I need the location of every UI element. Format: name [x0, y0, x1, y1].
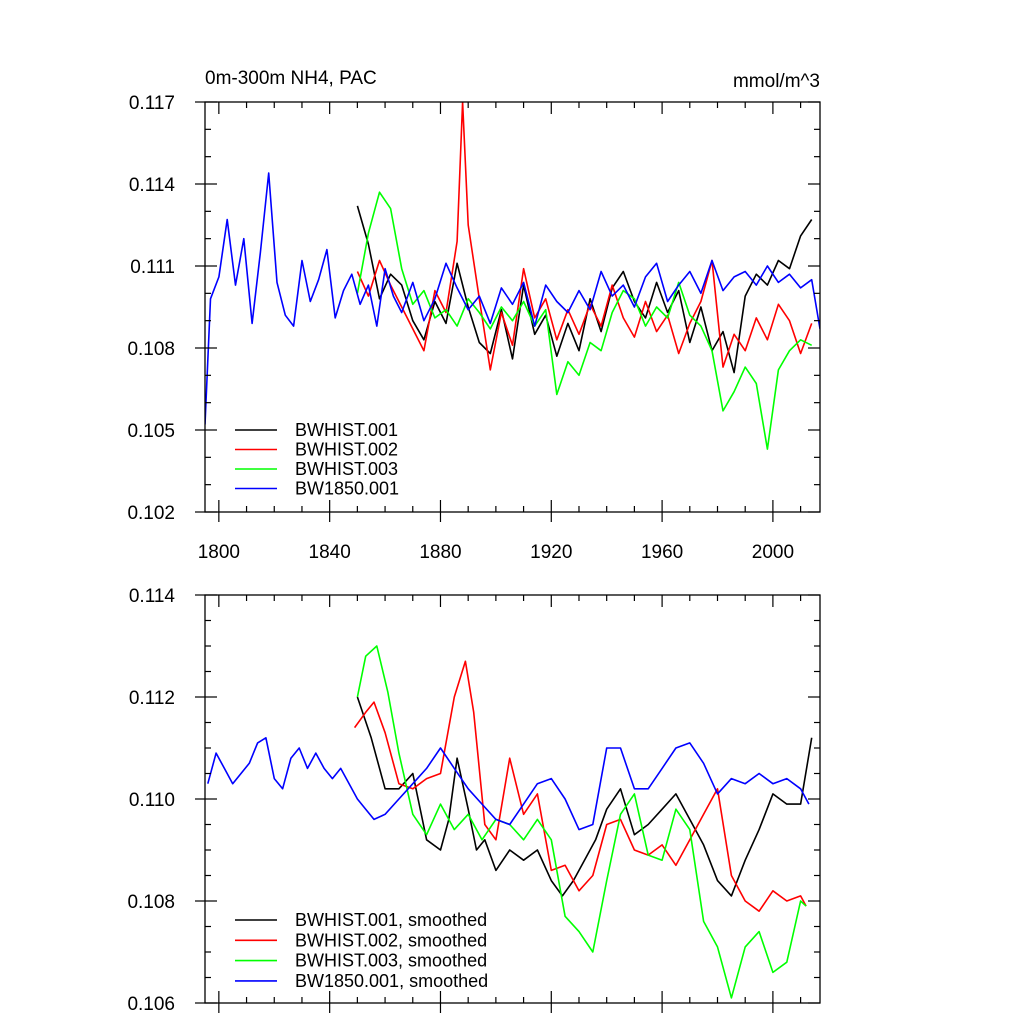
top-panel-series-layer	[205, 102, 820, 450]
bottom-panel: 0.106 0.108 0.110 0.112 0.114 BWHIST.001, sm…	[127, 586, 821, 1015]
y-tick-label: 0.110	[129, 790, 175, 811]
legend-label: BW1850.001, smoothed	[295, 971, 488, 991]
legend-label: BWHIST.001, smoothed	[295, 910, 487, 930]
y-tick-label: 0.112	[129, 688, 175, 709]
series-line-bwhist-002-smoothed	[353, 660, 807, 913]
series-line-bwhist-001	[356, 205, 813, 374]
legend-label: BWHIST.003	[295, 459, 398, 479]
plot-frame	[204, 101, 821, 513]
y-tick-label: 0.102	[127, 503, 175, 524]
legend-label: BWHIST.002, smoothed	[295, 930, 487, 950]
top-panel: 0m-300m NH4, PAC mmol/m^3 1800 1840 1880 19…	[127, 68, 821, 563]
y-tick-label: 0.106	[127, 994, 175, 1015]
legend-label: BWHIST.003, smoothed	[295, 951, 487, 971]
y-tick-label: 0.117	[129, 93, 175, 114]
bottom-panel-series-layer	[207, 645, 813, 999]
x-tick-label: 2000	[752, 542, 794, 563]
x-tick-label: 1840	[309, 542, 351, 563]
series-line-bw1850-001	[205, 172, 820, 425]
y-tick-label: 0.108	[127, 339, 175, 360]
bottom-panel-axes: 0.106 0.108 0.110 0.112 0.114	[127, 586, 821, 1015]
legend-label: BW1850.001	[295, 479, 399, 499]
y-tick-label: 0.114	[129, 586, 176, 607]
x-tick-label: 1880	[419, 542, 461, 563]
y-tick-label: 0.108	[127, 892, 175, 913]
x-tick-label: 1920	[530, 542, 572, 563]
x-tick-label: 1800	[198, 542, 240, 563]
top-panel-axes: 1800 1840 1880 1920 1960 2000 0.102 0.105 0.108 0…	[127, 93, 821, 563]
y-tick-label: 0.111	[130, 257, 175, 278]
y-tick-label: 0.105	[127, 421, 175, 442]
legend-label: BWHIST.001	[295, 420, 398, 440]
top-panel-units: mmol/m^3	[733, 71, 820, 92]
y-tick-label: 0.114	[129, 175, 176, 196]
series-line-bwhist-003-smoothed	[356, 645, 807, 999]
legend-label: BWHIST.002	[295, 440, 398, 460]
series-line-bwhist-003	[356, 191, 813, 450]
top-panel-title: 0m-300m NH4, PAC	[205, 68, 377, 89]
series-line-bwhist-002	[356, 102, 813, 371]
x-tick-label: 1960	[641, 542, 683, 563]
series-line-bw1850-001-smoothed	[207, 736, 810, 831]
